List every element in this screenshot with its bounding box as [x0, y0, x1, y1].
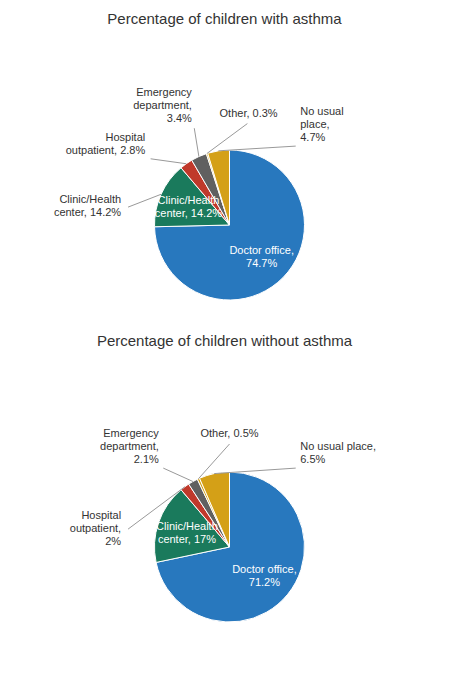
svg-text:Doctor office,: Doctor office,: [229, 244, 294, 256]
svg-text:place,: place,: [300, 118, 329, 130]
svg-text:outpatient,: outpatient,: [70, 522, 121, 534]
svg-text:Hospital: Hospital: [81, 509, 121, 521]
svg-text:71.2%: 71.2%: [249, 576, 280, 588]
svg-text:department,: department,: [100, 440, 159, 452]
html-text:Percentage of children without: Percentage of children without asthma: [96, 332, 353, 349]
svg-text:department,: department,: [133, 99, 192, 111]
svg-text:2%: 2%: [105, 535, 121, 547]
svg-text:Clinic/Health: Clinic/Health: [158, 194, 220, 206]
svg-text:Hospital: Hospital: [105, 131, 145, 143]
svg-text:No usual place,: No usual place,: [300, 440, 376, 452]
svg-text:Emergency: Emergency: [103, 427, 159, 439]
svg-text:center, 17%: center, 17%: [158, 533, 216, 545]
svg-text:74.7%: 74.7%: [246, 257, 277, 269]
svg-text:center, 14.2%: center, 14.2%: [155, 207, 222, 219]
svg-text:Clinic/Health: Clinic/Health: [59, 193, 121, 205]
svg-text:2.1%: 2.1%: [134, 453, 159, 465]
svg-text:3.4%: 3.4%: [167, 112, 192, 124]
svg-text:Other, 0.5%: Other, 0.5%: [200, 427, 258, 439]
svg-text:center, 14.2%: center, 14.2%: [54, 206, 121, 218]
svg-text:No usual: No usual: [300, 105, 343, 117]
svg-text:Other, 0.3%: Other, 0.3%: [220, 107, 278, 119]
svg-text:6.5%: 6.5%: [300, 453, 325, 465]
svg-text:Clinic/Health: Clinic/Health: [156, 520, 218, 532]
svg-text:Emergency: Emergency: [136, 86, 192, 98]
html-text:Percentage of children with as: Percentage of children with asthma: [107, 10, 342, 27]
svg-text:4.7%: 4.7%: [300, 131, 325, 143]
svg-text:Doctor office,: Doctor office,: [232, 563, 297, 575]
svg-text:outpatient, 2.8%: outpatient, 2.8%: [66, 144, 146, 156]
